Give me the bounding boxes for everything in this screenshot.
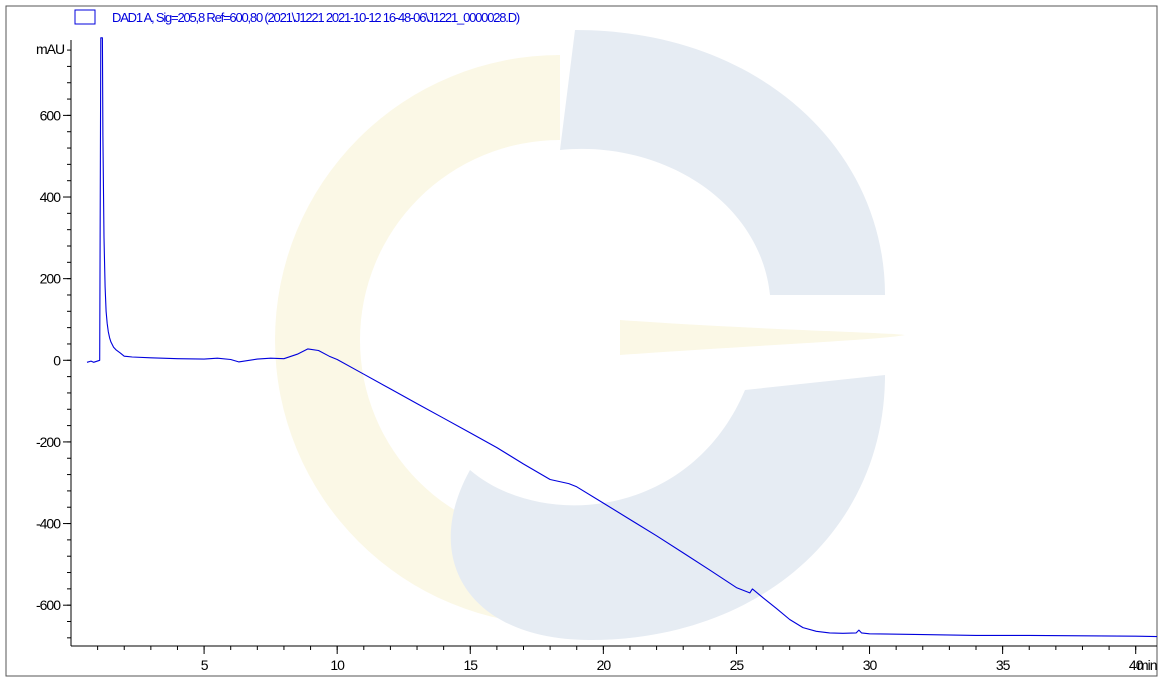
watermark-logo	[275, 30, 905, 640]
series-line	[86, 37, 1158, 638]
watermark-yellow-arc	[275, 55, 560, 625]
y-tick-label: 400	[40, 189, 62, 205]
x-tick-label: 10	[330, 657, 345, 673]
y-tick-label: -600	[36, 597, 61, 613]
legend-swatch-icon	[74, 9, 96, 25]
x-tick-label: 35	[996, 657, 1011, 673]
x-tick-label: 30	[863, 657, 878, 673]
x-tick-label: 5	[201, 657, 209, 673]
y-tick-label: 200	[40, 271, 62, 287]
y-tick-label: -200	[36, 434, 61, 450]
y-axis: 600 400 200 0 -200 -400 -600	[36, 40, 72, 646]
y-tick-label: 600	[40, 107, 62, 123]
watermark-blue-bottom	[450, 375, 885, 640]
x-axis-unit-label: min	[1137, 657, 1157, 673]
x-axis: 5 10 15 20 25 30 35 40	[71, 645, 1157, 673]
legend-label: DAD1 A, Sig=205,8 Ref=600,80 (2021\J1221…	[112, 10, 520, 25]
y-tick-label: -400	[36, 516, 61, 532]
watermark-center-wedge	[620, 320, 905, 355]
legend: DAD1 A, Sig=205,8 Ref=600,80 (2021\J1221…	[74, 9, 521, 25]
x-tick-label: 20	[597, 657, 612, 673]
y-axis-unit-label: mAU	[36, 41, 65, 57]
plot-frame	[5, 5, 1158, 677]
x-tick-label: 15	[463, 657, 478, 673]
x-tick-label: 25	[730, 657, 745, 673]
y-tick-label: 0	[53, 352, 61, 368]
watermark-blue-top	[560, 30, 885, 295]
x-tick-label: 40	[1129, 657, 1144, 673]
data-series	[86, 37, 1158, 638]
